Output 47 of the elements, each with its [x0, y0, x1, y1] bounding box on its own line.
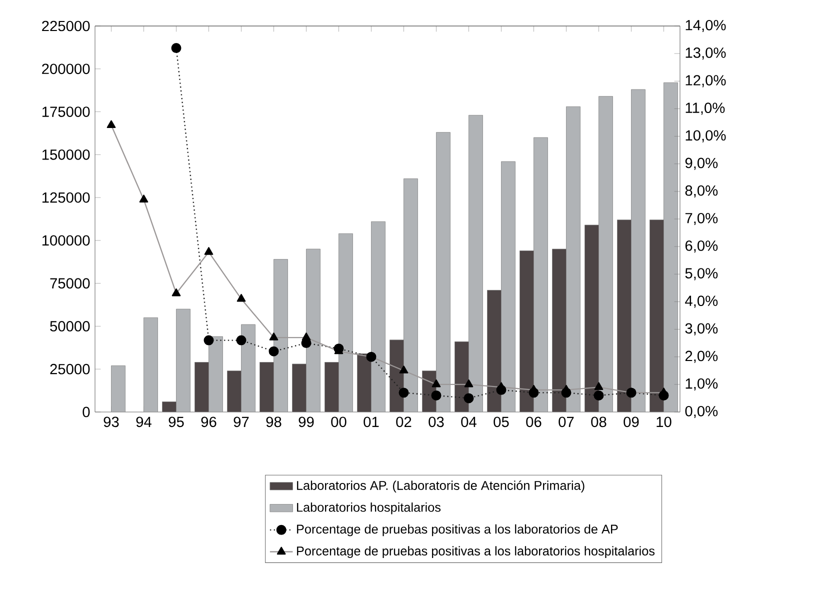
y2-tick-label: 13,0%	[686, 48, 726, 60]
x-tick-label: 96	[201, 416, 216, 428]
y2-tick-label: 11,0%	[686, 102, 725, 115]
y-tick-label: 0	[82, 406, 90, 418]
x-tick-label: 07	[558, 416, 574, 428]
y-tick-label: 225000	[42, 20, 90, 32]
y2-tick-label: 1,0%	[686, 378, 718, 390]
x-tick-label: 95	[168, 416, 184, 428]
y2-tick-label: 2,0%	[685, 350, 718, 363]
x-tick-label: 08	[591, 416, 606, 428]
y2-tick-label: 0,0%	[685, 406, 718, 418]
x-tick-label: 09	[624, 416, 639, 428]
legend-label: Laboratorios AP. (Laboratoris de Atención Primaria)	[297, 480, 584, 492]
x-tick-label: 94	[136, 416, 152, 428]
y-tick-label: 150000	[42, 149, 90, 160]
y2-tick-label: 14,0%	[686, 20, 726, 32]
x-tick-label: 01	[364, 416, 379, 428]
x-tick-label: 03	[428, 416, 444, 428]
y2-tick-label: 3,0%	[685, 323, 718, 336]
legend-label: Porcentage de pruebas positivas a los laboratorios de AP	[297, 524, 618, 536]
y-tick-label: 75000	[50, 278, 90, 289]
x-tick-label: 02	[396, 416, 412, 428]
legend-label: Porcentage de pruebas positivas a los laboratorios hospitalarios	[297, 546, 655, 558]
y2-tick-label: 6,0%	[685, 240, 718, 253]
y2-tick-label: 7,0%	[685, 212, 718, 226]
y-tick-label: 200000	[42, 64, 90, 74]
x-tick-label: 04	[461, 416, 476, 428]
x-tick-label: 99	[298, 416, 314, 428]
x-tick-label: 06	[526, 416, 542, 428]
y2-tick-label: 10,0%	[686, 130, 726, 142]
x-tick-label: 93	[104, 416, 119, 428]
x-tick-label: 00	[331, 416, 346, 428]
y2-tick-label: 12,0%	[686, 75, 726, 88]
x-tick-label: 10	[656, 416, 672, 428]
y2-tick-label: 9,0%	[685, 158, 718, 170]
y-tick-label: 100000	[42, 235, 90, 246]
y-tick-label: 25000	[50, 364, 90, 374]
legend-label: Laboratorios hospitalarios	[297, 502, 441, 514]
y2-tick-label: 5,0%	[685, 268, 718, 280]
y2-tick-label: 4,0%	[685, 296, 718, 308]
y-tick-label: 50000	[50, 321, 90, 332]
x-tick-label: 98	[266, 416, 282, 428]
y2-tick-label: 8,0%	[685, 185, 718, 198]
x-tick-label: 05	[494, 416, 509, 428]
x-tick-label: 97	[234, 416, 249, 428]
y-tick-label: 175000	[42, 106, 90, 117]
y-tick-label: 125000	[42, 192, 90, 203]
